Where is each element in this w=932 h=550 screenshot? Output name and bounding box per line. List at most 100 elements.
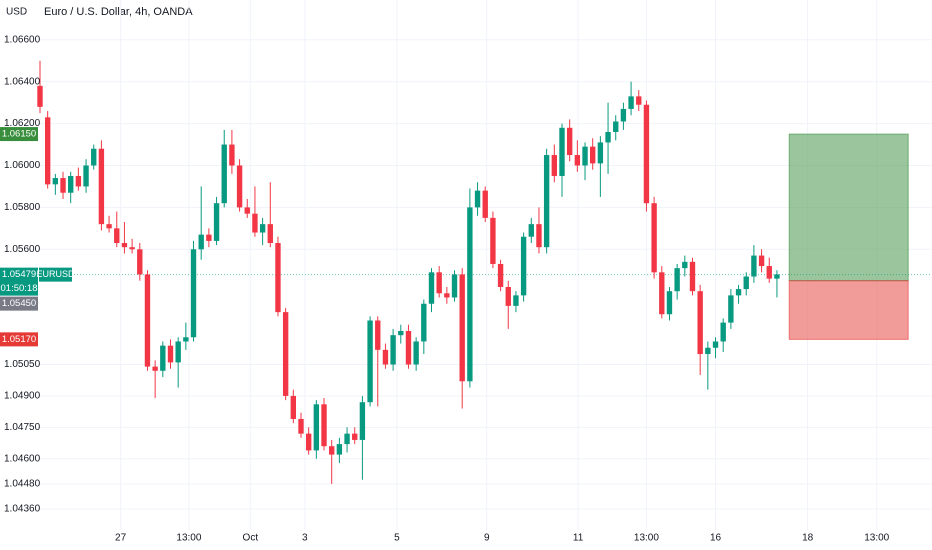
x-tick-label: 9 — [484, 533, 490, 544]
candle-body — [252, 213, 258, 233]
candle-body — [467, 207, 473, 382]
price-tag-label: 1.05170 — [2, 334, 36, 345]
candle-body — [766, 266, 772, 279]
candle-body — [144, 274, 151, 367]
y-tick-label: 1.04360 — [4, 504, 41, 515]
x-tick-label: 27 — [115, 533, 127, 544]
candle-body — [413, 341, 419, 365]
candle-body — [482, 190, 488, 218]
candle-body — [582, 146, 588, 166]
x-tick-label: 5 — [394, 533, 400, 544]
x-tick-label: 18 — [802, 533, 814, 544]
candle-body — [597, 142, 604, 164]
candle-body — [37, 85, 43, 107]
candle-body — [321, 404, 327, 447]
price-tag-label: 1.06150 — [2, 129, 36, 140]
candle-body — [160, 345, 166, 371]
loss-zone — [788, 280, 909, 340]
price-tag — [0, 127, 38, 142]
candle-body — [705, 347, 711, 355]
candle-body — [367, 320, 373, 403]
x-tick-label: 3 — [302, 533, 308, 544]
marks — [37, 60, 932, 484]
y-tick-label: 1.06400 — [4, 76, 41, 87]
candle-body — [91, 148, 97, 166]
candle-body — [398, 330, 404, 336]
candle-body — [121, 243, 128, 248]
candle-body — [329, 446, 335, 455]
candle-body — [697, 291, 703, 355]
candle-body — [98, 148, 105, 225]
currency-label: USD — [6, 7, 27, 18]
candle-body — [774, 274, 780, 279]
y-tick-label: 1.04750 — [4, 422, 41, 433]
candle-body — [290, 395, 297, 419]
candle-body — [421, 303, 427, 342]
candle-body — [620, 108, 627, 122]
x-tick-label: Oct — [243, 533, 259, 544]
candle-body — [513, 295, 519, 306]
candle-body — [474, 190, 481, 208]
y-tick-label: 1.05800 — [4, 202, 41, 213]
candle-body — [244, 207, 250, 214]
candle-body — [114, 228, 120, 244]
candle-body — [213, 203, 220, 241]
candle-body — [728, 295, 734, 323]
candle-body — [229, 144, 235, 166]
y-tick-label: 1.05600 — [4, 244, 41, 255]
candle-body — [497, 263, 504, 287]
grid — [38, 0, 932, 530]
candle-body — [490, 217, 496, 264]
y-tick-label: 1.04480 — [4, 479, 41, 490]
candle-body — [405, 330, 412, 365]
candle-body — [313, 404, 320, 451]
candle-body — [520, 236, 527, 296]
candle-body — [451, 274, 458, 298]
y-tick-label: 1.04900 — [4, 391, 41, 402]
candle-body — [352, 433, 358, 440]
x-tick-label: 16 — [710, 533, 722, 544]
candle-body — [505, 286, 511, 306]
candle-body — [743, 276, 749, 290]
candle-body — [344, 433, 350, 445]
candle-body — [175, 341, 181, 363]
candle-body — [628, 96, 634, 109]
candle-body — [390, 335, 396, 365]
price-tag-label: 1.05450 — [2, 298, 36, 309]
candle-body — [259, 224, 266, 233]
candle-body — [106, 224, 112, 229]
y-tick-label: 1.06000 — [4, 160, 41, 171]
chart-title: Euro / U.S. Dollar, 4h, OANDA — [44, 6, 193, 18]
candle-body — [83, 165, 89, 187]
candle-body — [559, 127, 565, 176]
candle-body — [221, 144, 227, 204]
candle-body — [758, 255, 765, 267]
price-tag-label: 1.05479 — [2, 269, 36, 280]
candle-body — [60, 178, 66, 193]
candle-body — [44, 117, 51, 185]
candle-body — [137, 249, 143, 275]
y-tick-label: 1.05050 — [4, 359, 41, 370]
candle-body — [129, 247, 135, 250]
candle-body — [751, 255, 757, 277]
candle-body — [444, 293, 450, 298]
candle-body — [651, 203, 657, 273]
symbol-tag — [39, 267, 72, 282]
candle-body — [206, 234, 212, 241]
price-tag — [0, 296, 38, 311]
candle-body — [68, 175, 74, 193]
candle-body — [236, 165, 243, 208]
candle-body — [605, 131, 611, 143]
profit-zone — [788, 133, 909, 282]
candle-body — [659, 272, 665, 315]
candle-body — [375, 320, 381, 350]
candle-body — [152, 366, 158, 371]
candle-body — [682, 261, 688, 269]
candle-body — [267, 224, 273, 244]
candle-body — [298, 418, 304, 434]
candle-body — [674, 268, 680, 292]
candle-body — [590, 146, 596, 164]
candle-body — [551, 155, 558, 176]
candle-body — [689, 261, 696, 292]
